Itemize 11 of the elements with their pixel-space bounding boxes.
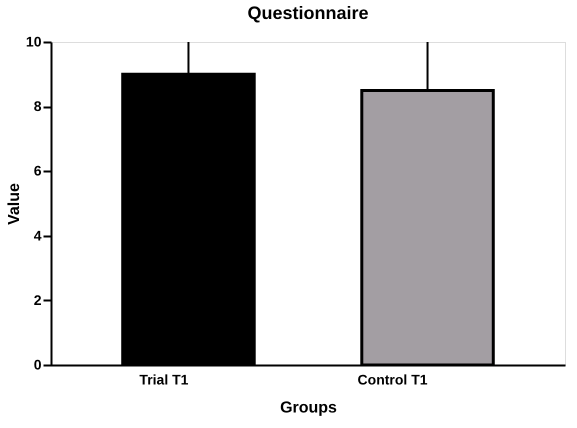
x-axis-title: Groups — [280, 400, 338, 416]
chart-title: Questionnaire — [247, 3, 369, 23]
y-tick-label: 8 — [34, 98, 42, 114]
y-tick-label: 0 — [34, 356, 42, 372]
y-tick-label: 6 — [34, 162, 42, 179]
y-tick-label: 2 — [34, 292, 42, 308]
y-tick-label: 4 — [34, 227, 42, 244]
y-tick-label: 10 — [26, 34, 42, 50]
x-tick-label: Trial T1 — [139, 372, 189, 388]
y-axis-title: Value — [6, 183, 23, 225]
x-tick-label: Control T1 — [358, 372, 428, 388]
